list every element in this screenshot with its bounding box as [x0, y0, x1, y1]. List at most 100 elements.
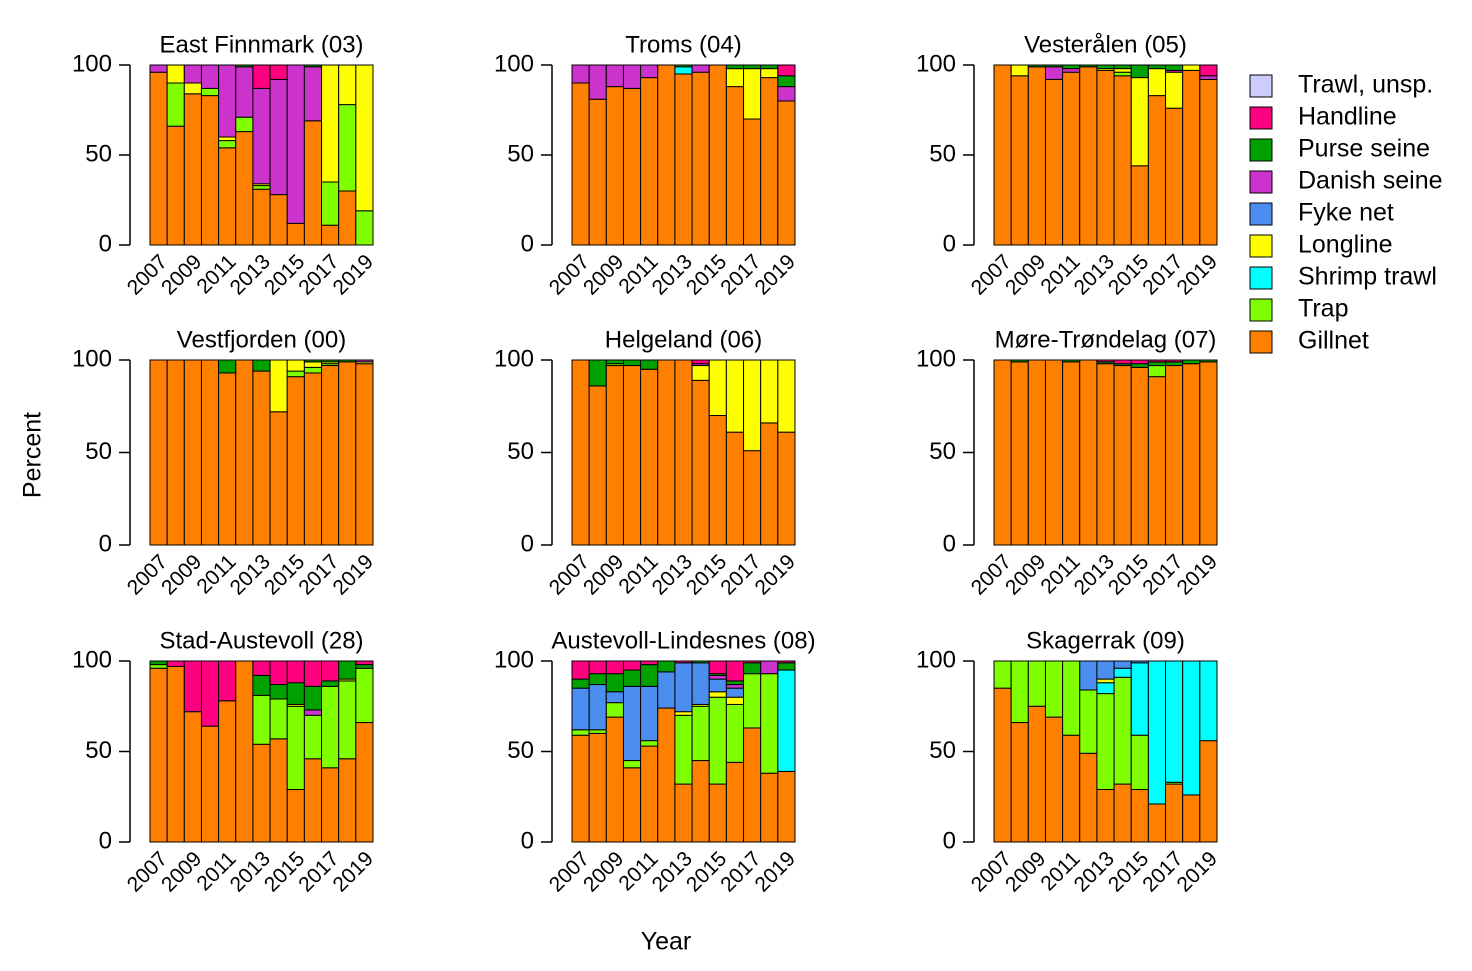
panel: Møre-Trøndelag (07)050100200720092011201…	[916, 326, 1222, 599]
bar-segment	[691, 359, 710, 365]
legend-swatch	[1249, 170, 1273, 194]
bar-segment	[691, 662, 710, 705]
bar-segment	[252, 185, 271, 190]
bar-segment	[218, 147, 237, 246]
bar-segment	[269, 738, 288, 843]
bar-segment	[338, 190, 357, 246]
bar-segment	[674, 783, 693, 843]
legend-label: Purse seine	[1298, 135, 1430, 163]
bar-segment	[743, 673, 762, 729]
bar-segment	[183, 82, 202, 95]
bar-segment	[286, 359, 305, 372]
bar-segment	[1182, 64, 1201, 71]
bar-segment	[1113, 71, 1132, 77]
bar-segment	[252, 370, 271, 546]
bar-segment	[640, 359, 659, 370]
y-tick-label: 50	[85, 140, 112, 167]
bar-segment	[691, 71, 710, 246]
bar-segment	[725, 696, 745, 705]
bar-segment	[622, 669, 642, 687]
bar-segment	[571, 678, 590, 689]
bar-segment	[1113, 783, 1132, 843]
bar-segment	[1165, 71, 1184, 109]
bar-segment	[149, 71, 168, 246]
bar-segment	[1010, 660, 1029, 724]
bar-segment	[1010, 75, 1029, 246]
bar-segment	[743, 68, 762, 120]
bar-segment	[183, 711, 202, 843]
y-tick-label: 50	[507, 737, 534, 764]
bar-segment	[708, 674, 727, 680]
bar-segment	[149, 667, 168, 843]
bar-segment	[571, 64, 590, 84]
bar-segment	[588, 64, 607, 100]
panel-title: Skagerrak (09)	[1026, 627, 1185, 654]
legend-label: Gillnet	[1298, 327, 1369, 355]
bar-segment	[1044, 64, 1064, 68]
bar-segment	[252, 694, 271, 745]
bar-segment	[708, 678, 727, 693]
bar-segment	[1147, 64, 1167, 70]
bar-segment	[1199, 64, 1218, 77]
bar-segment	[708, 64, 727, 246]
bar-segment	[286, 64, 305, 224]
bar-segment	[691, 365, 710, 381]
bar-segment	[252, 188, 271, 246]
bar-segment	[777, 359, 796, 433]
bar-segment	[252, 743, 271, 843]
bar-segment	[993, 687, 1012, 843]
bar-segment	[1044, 660, 1064, 718]
bar-segment	[743, 727, 762, 843]
bar-segment	[1147, 660, 1167, 805]
bar-segment	[200, 725, 220, 843]
bar-segment	[760, 772, 779, 843]
bar-segment	[640, 77, 659, 246]
x-tick-label: 2019	[1173, 250, 1222, 299]
legend-swatch	[1249, 298, 1273, 322]
panel: Vestfjorden (00)050100200720092011201320…	[72, 326, 378, 599]
x-tick-label: 2019	[1173, 550, 1222, 599]
bar-segment	[760, 77, 779, 246]
legend-swatch	[1249, 330, 1273, 354]
bar-segment	[605, 716, 624, 843]
bar-segment	[1130, 662, 1149, 736]
y-tick-label: 50	[85, 438, 112, 465]
bar-segment	[725, 359, 745, 433]
bar-segment	[622, 760, 642, 769]
bar-segment	[286, 370, 305, 378]
bar-segment	[235, 64, 254, 68]
bar-segment	[571, 82, 590, 246]
bar-segment	[200, 660, 220, 727]
bar-segment	[166, 82, 185, 127]
bar-segment	[1010, 359, 1029, 363]
legend-swatch	[1249, 74, 1273, 98]
bar-segment	[725, 761, 745, 843]
bar-segment	[235, 359, 254, 546]
bar-segment	[708, 415, 727, 546]
y-tick-label: 50	[85, 737, 112, 764]
bar-segment	[1130, 77, 1149, 167]
legend-swatch	[1249, 266, 1273, 290]
bar-segment	[218, 359, 237, 374]
legend: Trawl, unsp. Handline Purse seine Danish se…	[1249, 71, 1443, 355]
bar-segment	[674, 660, 693, 664]
bar-segment	[218, 136, 237, 142]
bar-segment	[725, 86, 745, 246]
panel: Troms (04)050100200720092011201320152017…	[494, 31, 800, 299]
bar-segment	[571, 660, 590, 680]
legend-swatch	[1249, 106, 1273, 130]
y-tick-label: 0	[99, 827, 112, 854]
bar-segment	[1113, 68, 1132, 73]
bar-segment	[622, 64, 642, 89]
bar-segment	[303, 758, 323, 843]
bar-segment	[1027, 660, 1046, 707]
bar-segment	[640, 368, 659, 546]
bar-segment	[149, 660, 168, 666]
panel-title: Møre-Trøndelag (07)	[995, 326, 1217, 353]
bar-segment	[725, 684, 745, 689]
bar-segment	[640, 64, 659, 79]
bar-segment	[1010, 64, 1029, 77]
bar-segment	[1165, 783, 1184, 843]
legend-swatch	[1249, 202, 1273, 226]
x-tick-label: 2019	[329, 550, 378, 599]
